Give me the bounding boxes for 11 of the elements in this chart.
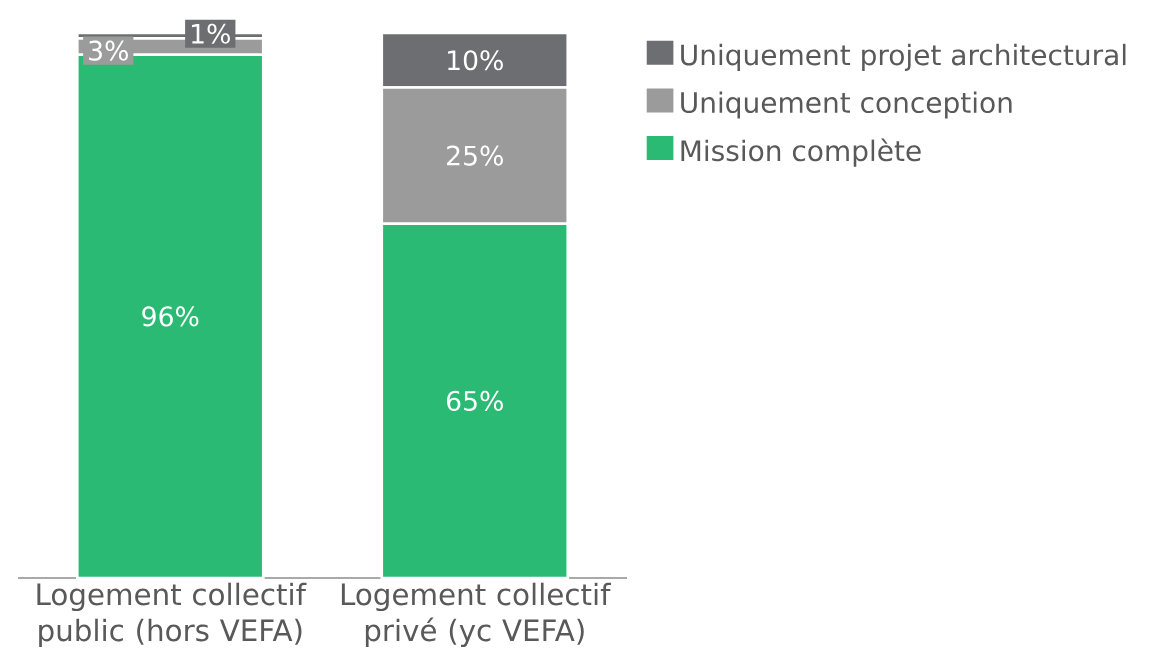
- legend-label: Uniquement conception: [681, 91, 1012, 119]
- data-label: 3%: [89, 40, 128, 61]
- data-label: 96%: [142, 306, 199, 327]
- legend-label: Mission complète: [681, 138, 921, 167]
- x-tick-label: Logement collectif public (hors VEFA): [37, 582, 307, 648]
- data-label: 25%: [447, 145, 503, 166]
- data-label: 65%: [446, 390, 503, 411]
- data-label: 1%: [192, 23, 230, 44]
- data-label: 10%: [448, 50, 503, 71]
- x-tick-label: Logement collectif privé (yc VEFA): [341, 582, 612, 648]
- legend-label: Uniquement projet architectural: [681, 43, 1126, 71]
